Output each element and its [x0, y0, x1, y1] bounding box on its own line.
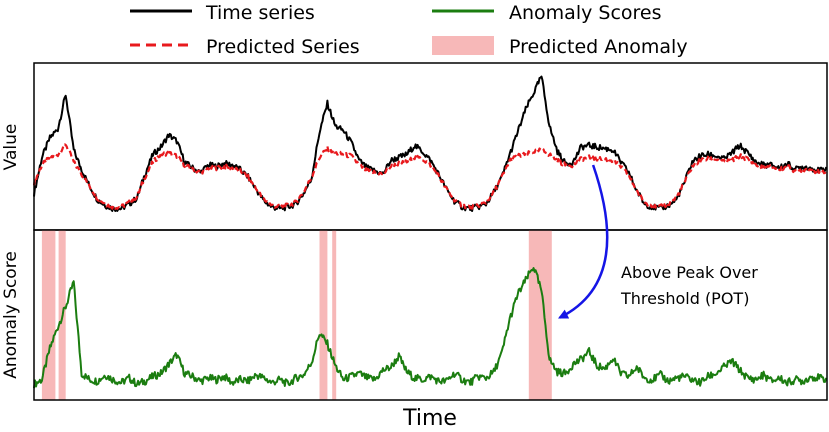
- pot-arrow: [558, 164, 609, 319]
- bottom-plot-area: [33, 230, 828, 400]
- time-series-line: [33, 75, 828, 212]
- top-panel-frame: [33, 62, 828, 231]
- anomaly-scores-line: [33, 267, 828, 389]
- legend-label-time-series: Time series: [205, 2, 315, 24]
- predicted-anomaly-region: [41, 230, 56, 400]
- predicted-series-line: [32, 143, 828, 210]
- bottom-panel: Anomaly Score Time: [1, 229, 828, 431]
- predicted-anomaly-region: [528, 230, 552, 400]
- annotation-line-1: Above Peak Over: [621, 263, 758, 282]
- legend-label-predicted-anomaly: Predicted Anomaly: [509, 36, 688, 58]
- bottom-ylabel: Anomaly Score: [1, 251, 21, 379]
- annotation-line-2: Threshold (POT): [620, 289, 749, 308]
- legend-label-predicted-series: Predicted Series: [206, 36, 360, 58]
- bottom-panel-frame: [33, 229, 828, 401]
- predicted-anomaly-region: [332, 230, 337, 400]
- legend-label-anomaly-scores: Anomaly Scores: [509, 2, 662, 24]
- top-panel: Value: [1, 62, 828, 231]
- predicted-anomaly-region: [319, 230, 328, 400]
- legend-swatch-predicted-anomaly: [432, 36, 494, 55]
- x-axis-label: Time: [402, 406, 457, 431]
- top-ylabel: Value: [1, 124, 21, 171]
- legend: Time series Anomaly Scores Predicted Ser…: [130, 2, 688, 58]
- top-plot-area: [32, 75, 828, 212]
- pot-annotation: Above Peak Over Threshold (POT): [558, 164, 758, 319]
